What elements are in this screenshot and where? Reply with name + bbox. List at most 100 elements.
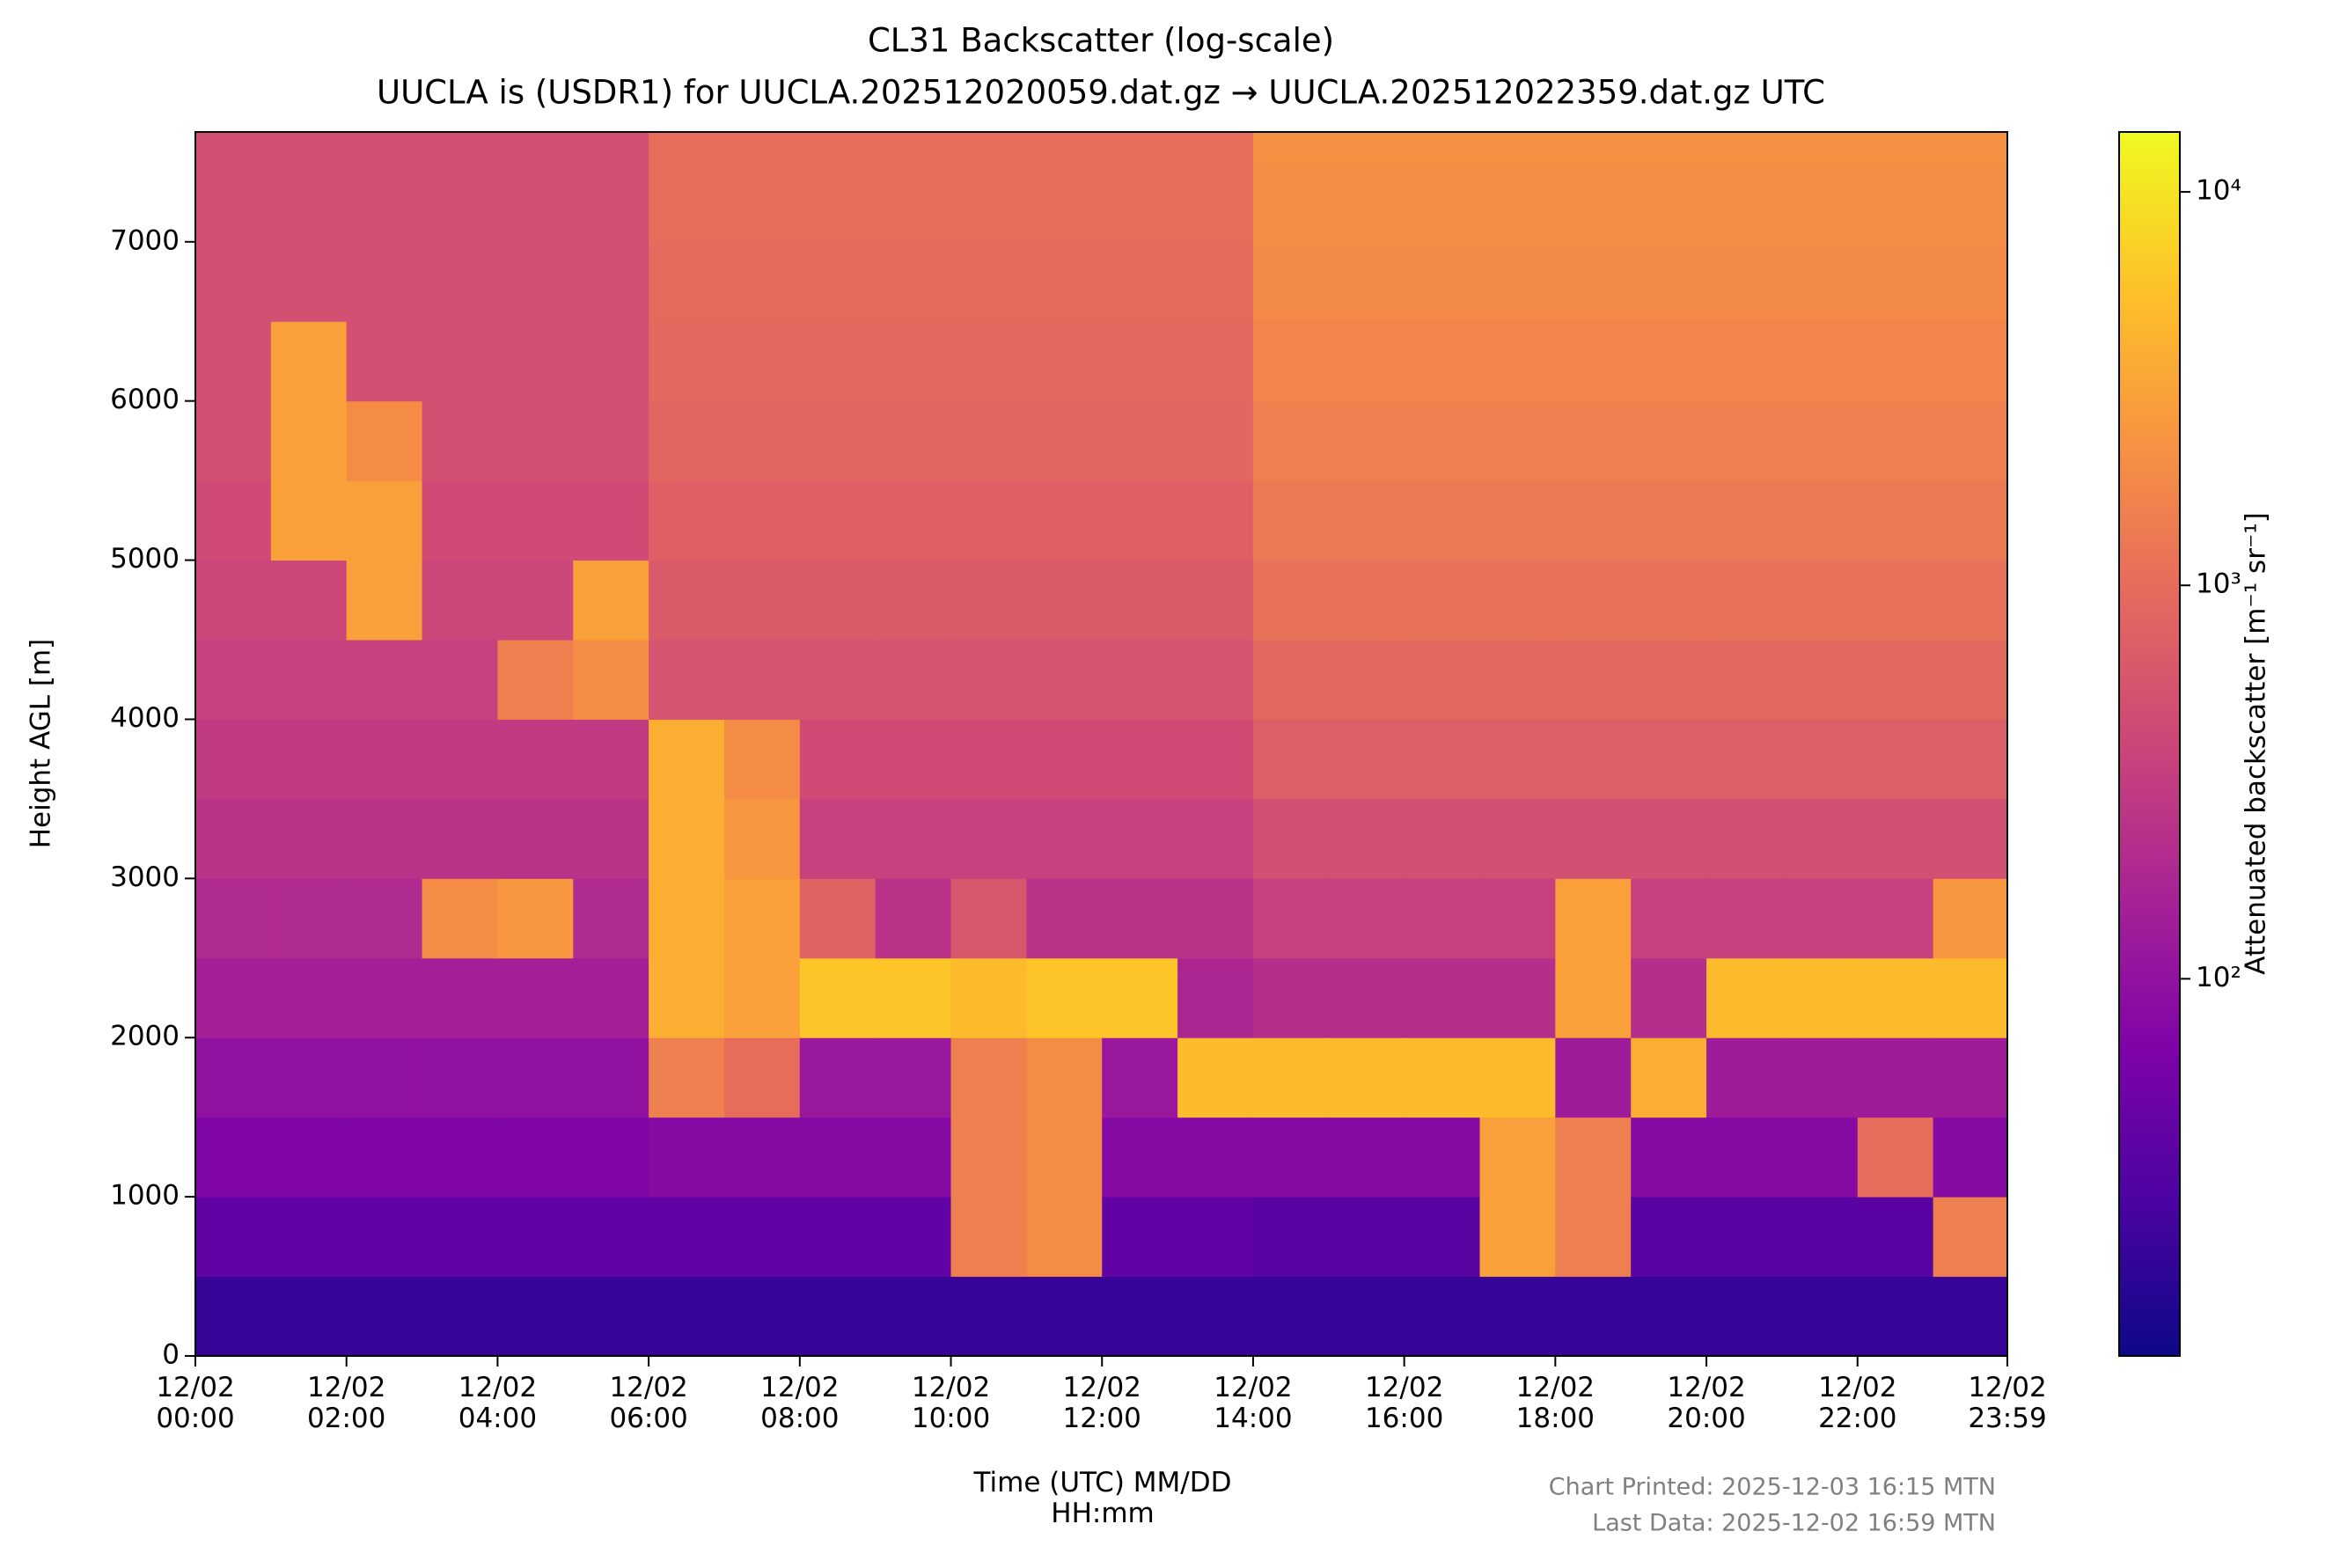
heatmap-cell (1706, 878, 1783, 959)
heatmap-cell (497, 162, 574, 243)
heatmap-cell (1102, 1037, 1178, 1118)
heatmap-cell (799, 1117, 877, 1198)
heatmap-cell (1479, 1037, 1556, 1118)
y-tick-label: 1000 (110, 1180, 180, 1212)
heatmap-cell (950, 957, 1027, 1038)
heatmap-cell (1102, 957, 1178, 1038)
heatmap-cell (1177, 878, 1254, 959)
heatmap-cell (950, 132, 1027, 163)
heatmap-cell (1026, 798, 1103, 879)
heatmap-cell (799, 560, 877, 641)
heatmap-cell (1933, 480, 2007, 561)
heatmap-cell (1933, 241, 2007, 322)
heatmap-cell (270, 400, 348, 481)
heatmap-cell (1026, 1037, 1103, 1118)
y-tick-label: 4000 (110, 702, 180, 734)
heatmap-cell (573, 1117, 649, 1198)
heatmap-cell (1177, 560, 1254, 641)
heatmap-cell (1781, 480, 1859, 561)
heatmap-cell (270, 1276, 348, 1356)
heatmap-cell (1328, 321, 1405, 402)
heatmap-cell (346, 241, 423, 322)
heatmap-cell (1857, 1197, 1934, 1278)
heatmap-cell (1857, 1117, 1934, 1198)
heatmap-cell (1026, 719, 1103, 800)
heatmap-cell (1479, 132, 1556, 163)
heatmap-cell (1706, 1197, 1783, 1278)
heatmap-cell (1857, 957, 1934, 1038)
chart-title: CL31 Backscatter (log-scale) (868, 22, 1334, 60)
heatmap-cell (497, 640, 574, 720)
heatmap-cell (1328, 878, 1405, 959)
heatmap-cell (1631, 132, 1707, 163)
heatmap-cell (875, 798, 952, 879)
heatmap-cell (497, 957, 574, 1038)
heatmap-cell (1706, 560, 1783, 641)
heatmap-cell (1857, 400, 1934, 481)
heatmap-cell (1404, 241, 1480, 322)
heatmap-cell (1706, 132, 1783, 163)
heatmap-cell (1933, 798, 2007, 879)
heatmap-cell (1252, 719, 1330, 800)
heatmap-cell (1328, 162, 1405, 243)
heatmap-cell (1177, 321, 1254, 402)
heatmap-cell (573, 719, 649, 800)
heatmap-cell (195, 1197, 272, 1278)
heatmap-cell (422, 560, 498, 641)
heatmap-cell (422, 132, 498, 163)
heatmap-cell (422, 321, 498, 402)
heatmap-cell (1252, 400, 1330, 481)
heatmap-cell (1102, 640, 1178, 720)
heatmap-cell (195, 560, 272, 641)
heatmap-cell (573, 1276, 649, 1356)
heatmap-cell (1328, 719, 1405, 800)
heatmap-cell (497, 560, 574, 641)
heatmap-cell (1026, 480, 1103, 561)
heatmap-cell (1631, 798, 1707, 879)
heatmap-cell (1026, 321, 1103, 402)
heatmap-cell (573, 241, 649, 322)
colorbar-tick-label: 10² (2196, 962, 2241, 993)
heatmap-cell (1252, 1037, 1330, 1118)
heatmap-cell (195, 878, 272, 959)
heatmap-cell (1555, 957, 1632, 1038)
heatmap-cell (1631, 640, 1707, 720)
heatmap-cell (649, 1197, 725, 1278)
heatmap-cell (649, 1276, 725, 1356)
heatmap-cell (1706, 1117, 1783, 1198)
heatmap-cell (1857, 1037, 1934, 1118)
heatmap-cell (1404, 1037, 1480, 1118)
heatmap-cell (1706, 1037, 1783, 1118)
heatmap-cell (1479, 1276, 1556, 1356)
heatmap-cell (346, 480, 423, 561)
heatmap-cell (1933, 321, 2007, 402)
heatmap-cell (1933, 1117, 2007, 1198)
heatmap-cell (1177, 719, 1254, 800)
y-tick-label: 2000 (110, 1021, 180, 1052)
heatmap-cell (1933, 640, 2007, 720)
heatmap-cell (195, 1276, 272, 1356)
heatmap-cell (799, 400, 877, 481)
heatmap-cell (1479, 957, 1556, 1038)
heatmap-cell (875, 1197, 952, 1278)
heatmap-cell (1328, 798, 1405, 879)
heatmap-cell (270, 1197, 348, 1278)
heatmap-cell (195, 798, 272, 879)
heatmap-cell (875, 162, 952, 243)
heatmap-cell (195, 241, 272, 322)
heatmap-cell (1026, 1197, 1103, 1278)
heatmap-cell (1781, 719, 1859, 800)
heatmap-cell (1781, 162, 1859, 243)
heatmap-cell (723, 480, 801, 561)
heatmap-cell (573, 480, 649, 561)
heatmap-cell (1252, 798, 1330, 879)
heatmap-cell (1933, 1037, 2007, 1118)
heatmap-cell (1026, 560, 1103, 641)
heatmap-cell (1177, 132, 1254, 163)
heatmap-cell (1933, 132, 2007, 163)
heatmap-cell (1857, 241, 1934, 322)
heatmap-cell (1857, 132, 1934, 163)
heatmap-cell (723, 241, 801, 322)
y-tick-label: 7000 (110, 224, 180, 256)
